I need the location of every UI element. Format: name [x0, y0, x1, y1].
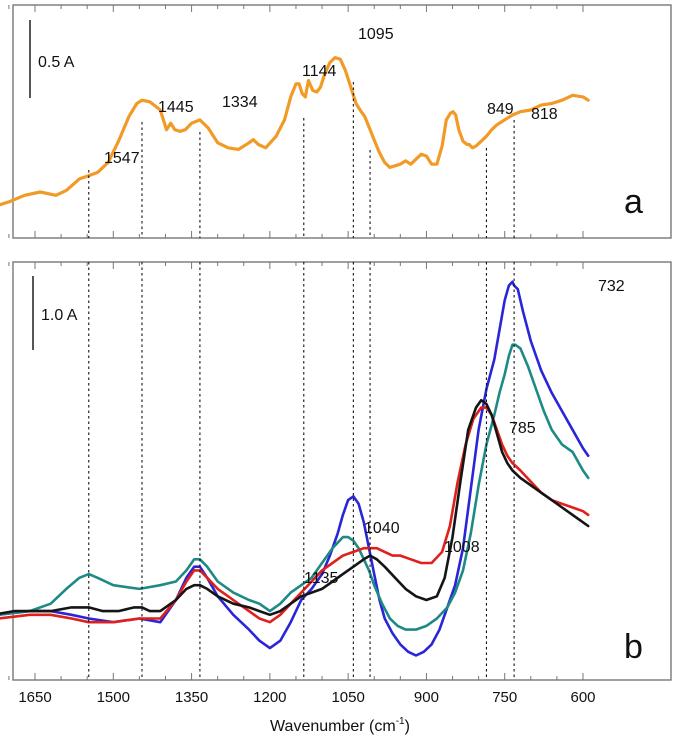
x-tick-label-1650: 1650: [18, 689, 51, 706]
x-tick-label-1050: 1050: [331, 689, 364, 706]
panel-a-peak-label-1144: 1144: [302, 63, 337, 80]
panel-a-peak-label-849: 849: [487, 101, 514, 118]
panel-a-peak-label-1445: 1445: [158, 99, 194, 116]
panel-a-peak-label-1334: 1334: [222, 94, 258, 111]
x-axis-label: Wavenumber (cm-1): [270, 716, 410, 735]
x-axis-label-close: ): [405, 718, 410, 735]
panel-b-frame: [12, 261, 672, 681]
panel-b-peak-labels: 1135 1040 1008 785 732: [304, 278, 625, 587]
panel-b-peak-label-1008: 1008: [444, 539, 480, 556]
panel-a-peak-labels: 1547 1445 1334 1144 1095 849 818: [104, 26, 558, 167]
panel-a-guide-lines: [88, 82, 515, 238]
panel-a-scale-bar-label: 0.5 A: [38, 54, 75, 71]
x-tick-label-1200: 1200: [253, 689, 286, 706]
panel-b-scale-bar-label: 1.0 A: [41, 307, 78, 324]
panel-a-letter: a: [624, 183, 643, 221]
panel-a-peak-label-1095: 1095: [358, 26, 394, 43]
panel-a-ticks: [8, 5, 584, 238]
panel-b-peak-label-732: 732: [598, 278, 625, 295]
panel-a-peak-label-818: 818: [531, 106, 558, 123]
x-tick-label-900: 900: [414, 689, 439, 706]
panel-b-peak-label-1040: 1040: [364, 520, 400, 537]
panel-b-peak-label-785: 785: [509, 420, 536, 437]
panel-b-series-line-4: [0, 398, 590, 617]
panel-a-frame: [12, 4, 672, 239]
panel-a-peak-label-1547: 1547: [104, 150, 140, 167]
panel-a: 0.5 A a 1547 1445 1334 1144 1095 849 818: [0, 4, 672, 239]
x-tick-label-750: 750: [492, 689, 517, 706]
panel-a-series-line-1: [0, 56, 590, 207]
x-tick-label-1500: 1500: [97, 689, 130, 706]
panel-a-series: [0, 56, 590, 207]
panel-b-series-line-2: [0, 343, 590, 631]
x-axis-label-text: Wavenumber (cm: [270, 718, 396, 735]
panel-b-guide-lines: [88, 262, 515, 680]
panel-b-series: [0, 280, 590, 657]
panel-b-letter: b: [624, 628, 643, 666]
panel-b-ticks: [8, 262, 584, 680]
x-axis-label-superscript: -1: [396, 716, 405, 727]
x-tick-label-1350: 1350: [175, 689, 208, 706]
panel-b-tick-labels: 1650 1500 1350 1200 1050 900 750 600: [18, 689, 595, 706]
x-tick-label-600: 600: [570, 689, 595, 706]
panel-b-peak-label-1135: 1135: [304, 570, 339, 587]
